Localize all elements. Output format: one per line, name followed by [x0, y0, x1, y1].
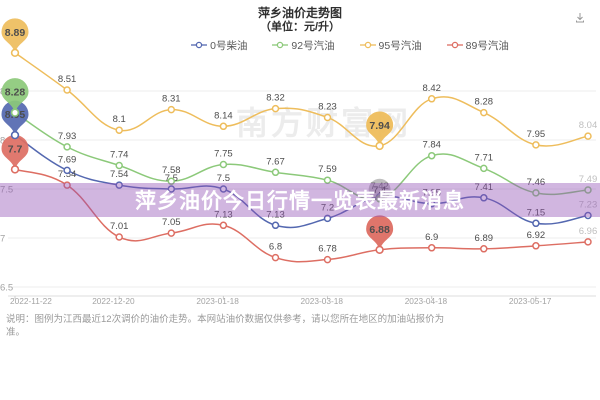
- svg-text:2023-05-17: 2023-05-17: [509, 296, 552, 306]
- svg-text:8.28: 8.28: [5, 87, 26, 99]
- svg-text:7.01: 7.01: [110, 221, 129, 232]
- svg-text:7.93: 7.93: [58, 131, 77, 142]
- svg-text:8.28: 8.28: [475, 97, 494, 108]
- svg-text:8.89: 8.89: [5, 27, 26, 39]
- svg-text:7: 7: [0, 234, 5, 245]
- svg-text:7.95: 7.95: [527, 129, 546, 140]
- svg-text:8.1: 8.1: [113, 114, 126, 125]
- svg-text:8.14: 8.14: [214, 110, 233, 121]
- svg-text:8.23: 8.23: [318, 102, 337, 113]
- svg-text:6.8: 6.8: [269, 242, 282, 253]
- svg-text:8.32: 8.32: [266, 93, 285, 104]
- svg-text:7.94: 7.94: [369, 120, 390, 132]
- svg-text:7.74: 7.74: [110, 150, 129, 161]
- svg-text:2023-04-18: 2023-04-18: [405, 296, 448, 306]
- svg-text:2022-11-22: 2022-11-22: [10, 296, 52, 306]
- svg-text:8.51: 8.51: [58, 74, 77, 85]
- svg-text:6.89: 6.89: [475, 233, 494, 244]
- svg-text:7.59: 7.59: [318, 164, 337, 175]
- svg-text:2023-01-18: 2023-01-18: [196, 296, 239, 306]
- svg-text:6.92: 6.92: [527, 230, 546, 241]
- svg-text:7.54: 7.54: [110, 169, 129, 180]
- svg-text:7.67: 7.67: [266, 156, 285, 167]
- svg-text:7.69: 7.69: [58, 154, 77, 165]
- svg-text:6.9: 6.9: [425, 232, 438, 243]
- svg-text:6.78: 6.78: [318, 244, 337, 255]
- svg-text:2023-03-18: 2023-03-18: [301, 296, 344, 306]
- svg-text:7.05: 7.05: [162, 217, 181, 228]
- svg-text:6.5: 6.5: [0, 283, 13, 294]
- svg-text:7.84: 7.84: [422, 140, 441, 151]
- svg-text:7.71: 7.71: [475, 152, 494, 163]
- svg-text:8.31: 8.31: [162, 94, 181, 105]
- svg-text:6.96: 6.96: [579, 226, 598, 237]
- svg-text:7.75: 7.75: [214, 149, 233, 160]
- svg-text:6.88: 6.88: [369, 224, 390, 236]
- svg-text:7.58: 7.58: [162, 165, 181, 176]
- svg-text:2022-12-20: 2022-12-20: [92, 296, 135, 306]
- svg-text:8.04: 8.04: [579, 120, 598, 131]
- svg-text:7.7: 7.7: [8, 144, 23, 156]
- svg-text:8.42: 8.42: [422, 83, 441, 94]
